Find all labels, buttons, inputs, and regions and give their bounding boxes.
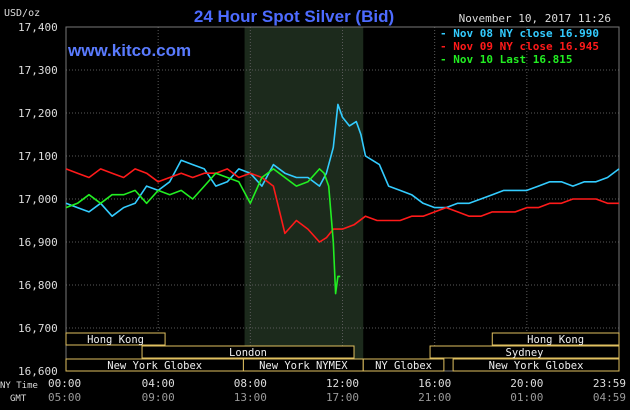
legend: - Nov 08 NY close 16.990- Nov 09 NY clos… [440,27,599,66]
session-box [141,345,355,359]
session-box [452,358,620,372]
x-tick-label-gmt: 04:59 [593,391,626,404]
y-tick-label: 17,000 [18,193,58,206]
x-tick-label-gmt: 01:00 [510,391,543,404]
session-label: New York NYMEX [259,360,348,372]
x-tick-label-gmt: 09:00 [142,391,175,404]
legend-entry: - Nov 09 NY close 16.945 [440,40,599,53]
x-row-label-gmt: GMT [10,394,27,404]
session-box [429,345,620,359]
chart-title: 24 Hour Spot Silver (Bid) [194,7,394,26]
y-tick-label: 16,600 [18,365,58,378]
x-tick-label-ny: 08:00 [234,377,267,390]
y-tick-label: 16,800 [18,279,58,292]
y-unit-label: USD/oz [4,8,40,19]
legend-entry: - Nov 08 NY close 16.990 [440,27,599,40]
session-label: Hong Kong [527,334,584,346]
x-row-label-ny: NY Time [0,381,38,391]
y-tick-label: 16,900 [18,236,58,249]
x-tick-label-ny: 16:00 [418,377,451,390]
x-tick-label-gmt: 13:00 [234,391,267,404]
session-label: New York Globex [107,360,202,372]
x-tick-label-ny: 04:00 [142,377,175,390]
session-box [362,358,445,372]
x-tick-label-ny: 12:00 [326,377,359,390]
x-tick-label-gmt: 05:00 [48,391,81,404]
legend-entry: - Nov 10 Last 16.815 [440,53,572,66]
session-box [65,332,166,346]
session-label: NY Globex [375,360,432,372]
series-line-1 [65,103,620,217]
session-box [491,332,620,346]
y-tick-label: 17,100 [18,150,58,163]
x-tick-label-ny: 23:59 [593,377,626,390]
watermark: www.kitco.com [67,41,191,60]
series-line-3 [65,168,341,295]
y-tick-label: 16,700 [18,322,58,335]
chart-timestamp: November 10, 2017 11:26 [459,12,611,25]
y-tick-label: 17,200 [18,107,58,120]
x-tick-label-gmt: 17:00 [326,391,359,404]
y-tick-label: 17,300 [18,64,58,77]
session-label: Hong Kong [87,334,144,346]
y-tick-label: 17,400 [18,21,58,34]
series-line-2 [65,168,619,243]
session-label: Sydney [506,347,544,359]
x-tick-label-gmt: 21:00 [418,391,451,404]
session-label: London [229,347,267,359]
session-label: New York Globex [489,360,584,372]
x-tick-label-ny: 00:00 [48,377,81,390]
x-tick-label-ny: 20:00 [510,377,543,390]
